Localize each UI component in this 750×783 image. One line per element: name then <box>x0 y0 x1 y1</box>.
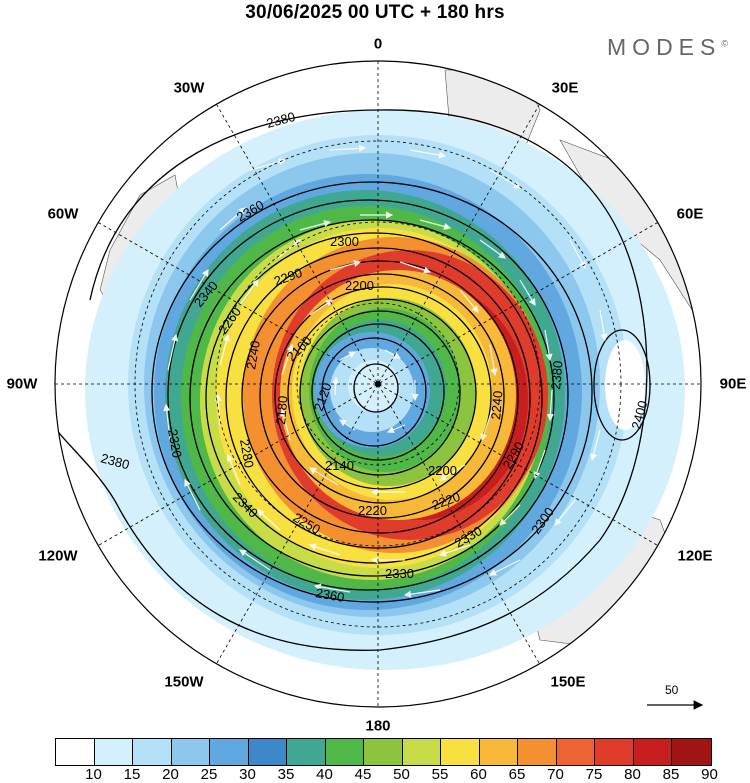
contour-2260 <box>241 260 519 534</box>
colorbar-swatch <box>595 739 634 765</box>
colorbar-tick-label: 90 <box>701 766 718 783</box>
contour-2380 <box>55 109 648 651</box>
colorbar-swatch <box>479 739 518 765</box>
contour-label: 2200 <box>428 463 457 478</box>
contour-label: 2380 <box>99 450 131 472</box>
lon-label-120w: 120W <box>38 547 78 565</box>
colorbar-tick-label: 25 <box>200 766 218 783</box>
colorbar-swatch <box>287 739 326 765</box>
brand-name: MODES <box>607 34 722 60</box>
contour-2320 <box>189 219 555 577</box>
lon-label-150w: 150W <box>164 673 204 691</box>
colorbar-swatch <box>556 739 595 765</box>
colorbar-tick-label: 50 <box>393 766 410 783</box>
lon-label-30w: 30W <box>173 79 205 97</box>
wind-vectors <box>163 144 608 598</box>
colorbar-swatch <box>672 739 711 765</box>
colorbar-swatch <box>633 739 672 765</box>
colorbar-swatch <box>364 739 403 765</box>
colorbar-tick-label: 60 <box>470 766 487 783</box>
map-title: 30/06/2025 00 UTC + 180 hrs <box>245 2 505 23</box>
colorbar <box>55 738 712 766</box>
wind-scale-value: 50 <box>665 683 679 697</box>
contour-2240 <box>259 273 505 519</box>
graticule <box>55 61 701 707</box>
colorbar-swatch <box>56 739 95 765</box>
colorbar-tick-label: 20 <box>162 766 179 783</box>
lon-label-90w: 90W <box>6 375 38 393</box>
contour-label: 2280 <box>237 438 257 469</box>
lon-label-180: 180 <box>365 717 391 735</box>
contour-label: 2200 <box>345 278 374 293</box>
lon-label-30e: 30E <box>551 79 579 97</box>
lon-label-120e: 120E <box>677 547 713 565</box>
colorbar-tick-label: 80 <box>624 766 641 783</box>
contour-label: 2240 <box>488 390 505 420</box>
contour-2360 <box>151 181 593 603</box>
colorbar-swatch <box>518 739 557 765</box>
colorbar-swatch <box>94 739 133 765</box>
copyright-mark: © <box>721 38 728 49</box>
contour-label: 2140 <box>325 458 354 473</box>
colorbar-swatch <box>402 739 441 765</box>
colorbar-tick-label: 30 <box>239 766 256 783</box>
contour-label: 2400 <box>628 399 650 431</box>
colorbar-tick-label: 45 <box>354 766 372 783</box>
contour-2200 <box>287 298 477 490</box>
contour-label: 2320 <box>165 428 185 459</box>
brand-logo: MODES© <box>607 34 728 61</box>
lon-label-60w: 60W <box>47 205 79 223</box>
colorbar-tick-label: 70 <box>547 766 564 783</box>
contour-2220 <box>274 286 492 504</box>
colorbar-tick-label: 10 <box>85 766 102 783</box>
lon-label-150e: 150E <box>550 673 586 691</box>
contour-label: 2180 <box>273 395 290 425</box>
map-boundary <box>54 60 702 708</box>
colorbar-tick-label: 85 <box>662 766 680 783</box>
contour-2180 <box>299 310 461 476</box>
contour-2400 <box>593 329 651 441</box>
colorbar-tick-label: 40 <box>316 766 333 783</box>
contour-label: 2380 <box>548 360 565 390</box>
colorbar-swatch <box>248 739 287 765</box>
colorbar-swatch <box>133 739 172 765</box>
lon-label-60e: 60E <box>676 205 704 223</box>
shade-east-pocket <box>605 340 645 430</box>
contour-label: 2360 <box>314 585 345 605</box>
colorbar-swatch <box>210 739 249 765</box>
contour-label: 2220 <box>358 503 387 518</box>
contour-2340 <box>167 199 569 591</box>
colorbar-tick-label: 75 <box>585 766 603 783</box>
colorbar-tick-label: 55 <box>431 766 449 783</box>
shade-core <box>348 360 400 412</box>
contour-label: 2240 <box>243 339 263 370</box>
colorbar-swatch <box>441 739 480 765</box>
colorbar-tick-label: 35 <box>277 766 295 783</box>
colorbar-tick-label: 15 <box>123 766 141 783</box>
contour-label: 2300 <box>330 234 359 249</box>
contour-label: 2380 <box>265 109 297 131</box>
lon-label-0: 0 <box>373 35 383 53</box>
lon-label-90e: 90E <box>719 375 747 393</box>
south-pole-marker <box>375 381 381 387</box>
map-disc <box>55 61 701 707</box>
colorbar-swatch <box>325 739 364 765</box>
colorbar-tick-label: 65 <box>508 766 526 783</box>
contour-2140 <box>321 337 427 447</box>
contour-label: 2330 <box>385 566 414 581</box>
contour-2120 <box>353 363 399 413</box>
colorbar-swatch <box>171 739 210 765</box>
